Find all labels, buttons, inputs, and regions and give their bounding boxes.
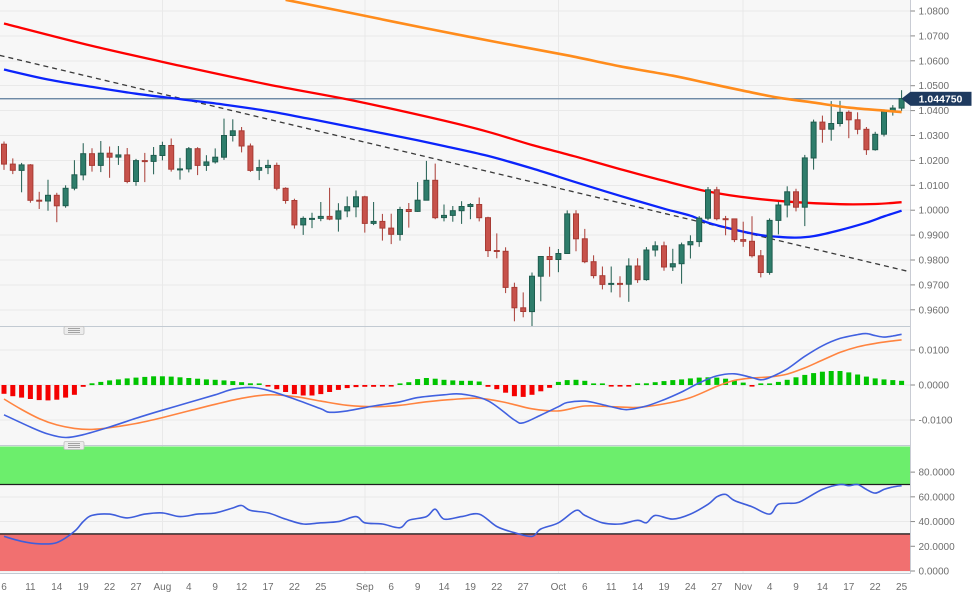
svg-text:40.0000: 40.0000 [919, 517, 956, 528]
oscillator-panel [0, 446, 910, 572]
svg-text:14: 14 [817, 582, 829, 593]
svg-text:19: 19 [465, 582, 477, 593]
svg-text:-0.0100: -0.0100 [919, 416, 953, 427]
svg-text:27: 27 [518, 582, 530, 593]
svg-text:19: 19 [78, 582, 90, 593]
svg-text:0.9900: 0.9900 [919, 231, 950, 242]
svg-text:1.0500: 1.0500 [919, 81, 950, 92]
macd-axis-labels: 0.0100 0.0000 -0.0100 [910, 346, 953, 427]
svg-text:9: 9 [793, 582, 799, 593]
svg-text:0.0000: 0.0000 [919, 381, 950, 392]
svg-text:Oct: Oct [551, 582, 567, 593]
sma-blue-line [3, 68, 902, 239]
svg-text:Aug: Aug [154, 582, 172, 593]
price-panel [0, 0, 910, 326]
svg-text:20.0000: 20.0000 [919, 542, 956, 553]
svg-text:27: 27 [711, 582, 723, 593]
svg-text:1.0700: 1.0700 [919, 31, 950, 42]
price-axis-labels: 1.0800 1.0700 1.0600 1.0500 1.0400 1.0300 1.02… [910, 7, 950, 316]
oscillator-line [3, 483, 902, 545]
svg-text:80.0000: 80.0000 [919, 468, 956, 479]
svg-text:1.0600: 1.0600 [919, 56, 950, 67]
svg-text:1.0100: 1.0100 [919, 181, 950, 192]
macd-histogram [1, 371, 905, 401]
oscillator-panel-resize-grip[interactable] [63, 441, 85, 450]
svg-text:9: 9 [415, 582, 421, 593]
time-axis-labels: 6 11 14 19 22 27 Aug 4 9 12 17 22 25 Sep 6 9 14 19 22 27 Oct… [1, 582, 907, 593]
candlestick-series [1, 90, 905, 326]
svg-text:11: 11 [606, 582, 617, 593]
svg-text:22: 22 [870, 582, 882, 593]
svg-text:22: 22 [491, 582, 503, 593]
svg-text:Sep: Sep [356, 582, 374, 593]
svg-text:0.0000: 0.0000 [919, 567, 950, 578]
svg-text:22: 22 [289, 582, 301, 593]
svg-text:Nov: Nov [734, 582, 752, 593]
svg-text:4: 4 [767, 582, 773, 593]
macd-panel-resize-grip[interactable] [63, 326, 85, 335]
current-price-tag: 1.044750 [901, 91, 972, 106]
svg-text:1.044750: 1.044750 [919, 93, 963, 105]
svg-text:27: 27 [130, 582, 142, 593]
svg-text:6: 6 [388, 582, 394, 593]
svg-text:0.0100: 0.0100 [919, 346, 950, 357]
svg-text:22: 22 [104, 582, 116, 593]
svg-text:17: 17 [843, 582, 855, 593]
svg-text:1.0000: 1.0000 [919, 206, 950, 217]
price-gridlines [0, 10, 910, 311]
svg-text:0.9600: 0.9600 [919, 305, 950, 316]
overbought-band [0, 446, 910, 485]
svg-text:1.0200: 1.0200 [919, 156, 950, 167]
svg-text:0.9700: 0.9700 [919, 280, 950, 291]
oscillator-axis-labels: 80.0000 60.0000 40.0000 20.0000 0.0000 [910, 468, 956, 578]
svg-text:60.0000: 60.0000 [919, 492, 956, 503]
svg-text:11: 11 [25, 582, 36, 593]
svg-text:1.0300: 1.0300 [919, 131, 950, 142]
sma-red-line [3, 22, 902, 206]
svg-text:0.9800: 0.9800 [919, 256, 950, 267]
svg-text:14: 14 [51, 582, 63, 593]
macd-panel [0, 332, 910, 439]
macd-main-line [3, 332, 902, 439]
svg-text:17: 17 [262, 582, 274, 593]
svg-text:24: 24 [685, 582, 697, 593]
svg-text:1.0400: 1.0400 [919, 106, 950, 117]
descending-trendline [0, 54, 910, 273]
svg-text:14: 14 [632, 582, 644, 593]
svg-text:6: 6 [582, 582, 588, 593]
oversold-band [0, 533, 910, 571]
svg-text:19: 19 [658, 582, 670, 593]
svg-text:14: 14 [438, 582, 450, 593]
panel-borders [0, 326, 977, 574]
svg-text:6: 6 [1, 582, 7, 593]
svg-text:1.0800: 1.0800 [919, 7, 950, 18]
sma-200-line [285, 0, 902, 114]
svg-text:4: 4 [186, 582, 192, 593]
svg-text:9: 9 [212, 582, 218, 593]
svg-text:25: 25 [896, 582, 908, 593]
svg-text:25: 25 [315, 582, 327, 593]
svg-text:12: 12 [236, 582, 248, 593]
